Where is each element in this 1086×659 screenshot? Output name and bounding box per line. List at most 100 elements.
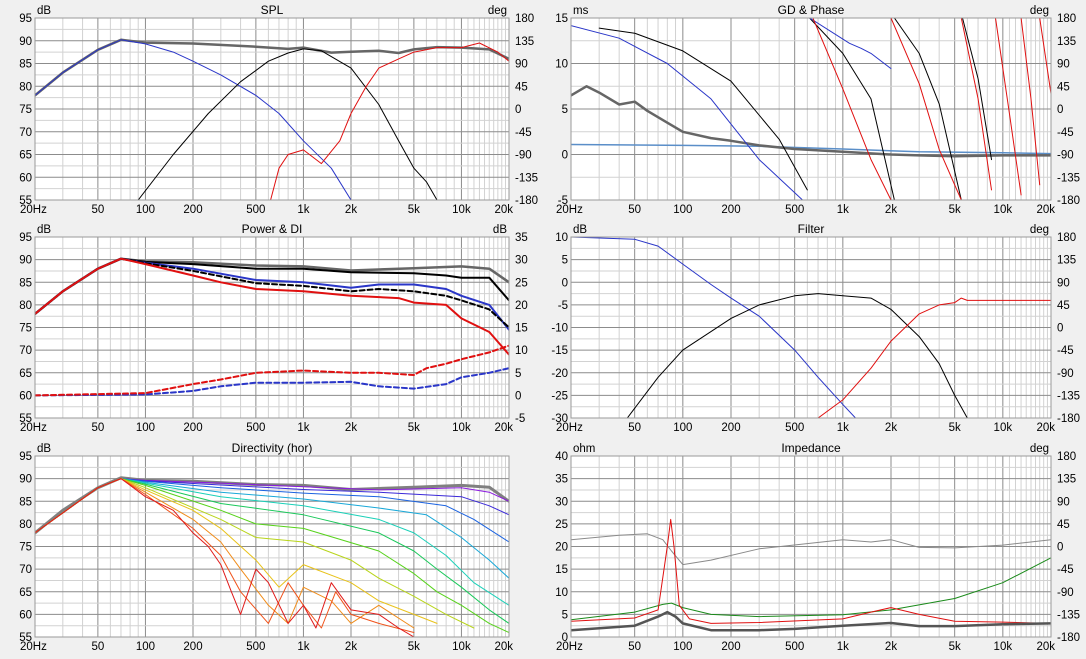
x-tick-label: 20k (494, 204, 513, 216)
x-tick-label: 5k (408, 422, 420, 434)
plot-border (570, 455, 1052, 638)
series-line-2 (571, 85, 1051, 158)
x-tick-label: 5k (408, 641, 420, 653)
x-tick-label: 200 (183, 641, 202, 653)
series-line-3 (817, 297, 1051, 418)
x-tick-label: 500 (785, 204, 804, 216)
y-tick-label: 55 (19, 195, 32, 207)
y-tick-label: 80 (19, 519, 32, 531)
x-tick-label: 20Hz (556, 422, 583, 434)
series-line-2 (35, 39, 352, 200)
y2-tick-label: 90 (515, 59, 528, 71)
x-tick-label: 100 (673, 422, 692, 434)
y2-tick-label: 0 (1057, 104, 1063, 116)
chart-title: GD & Phase (778, 3, 845, 17)
x-tick-label: 50 (628, 422, 641, 434)
y2-tick-label: 45 (1057, 300, 1070, 312)
panel-spl: SPL dB deg 55 60 65 70 75 80 85 90 95 -180 -135 -90 -45… (19, 3, 538, 216)
y-tick-label: 20 (555, 542, 568, 554)
y2-tick-label: -135 (1057, 609, 1080, 621)
y-tick-label: 40 (555, 451, 568, 463)
x-tick-label: 1k (297, 641, 309, 653)
y2-tick-label: -45 (515, 127, 532, 139)
y-tick-label: 90 (19, 474, 32, 486)
y-tick-label: 70 (19, 564, 32, 576)
series-group (571, 237, 1051, 418)
y-tick-label: 5 (562, 104, 568, 116)
y-tick-label: 75 (19, 323, 32, 335)
y-tick-label: 5 (562, 255, 568, 267)
y2-tick-label: -180 (1057, 632, 1080, 644)
x-tick-label: 2k (345, 641, 357, 653)
y-tick-label: 80 (19, 81, 32, 93)
series-group (571, 518, 1051, 632)
x-tick-label: 500 (785, 641, 804, 653)
x-tick-label: 100 (136, 641, 155, 653)
plot-border (34, 455, 510, 638)
right-axis-unit: dB (493, 224, 507, 236)
x-tick-label: 500 (246, 422, 265, 434)
x-tick-label: 50 (91, 204, 104, 216)
y2-tick-label: -90 (1057, 587, 1074, 599)
panel-gd-phase: GD & Phase ms deg -5 0 5 10 15 -180 -135 -90 -45 0 45… (555, 3, 1080, 216)
series-line-1 (571, 533, 1051, 566)
y-tick-label: -20 (551, 368, 568, 380)
series-line-5 (35, 257, 509, 356)
series-line-2 (626, 293, 968, 418)
y2-tick-label: 180 (1057, 451, 1076, 463)
y-tick-label: -30 (551, 413, 568, 425)
series-line-12 (995, 18, 1022, 196)
x-tick-label: 50 (91, 641, 104, 653)
y2-tick-label: -90 (515, 150, 532, 162)
series-group (571, 18, 1051, 200)
y-tick-label: 35 (555, 474, 568, 486)
series-line-13 (35, 478, 415, 637)
chart-title: SPL (261, 3, 284, 17)
y-tick-label: -15 (551, 345, 568, 357)
x-tick-label: 10k (994, 422, 1013, 434)
y-tick-label: -10 (551, 323, 568, 335)
x-tick-label: 2k (885, 641, 897, 653)
x-tick-label: 100 (673, 641, 692, 653)
series-line-2 (571, 557, 1051, 621)
y2-tick-label: 180 (515, 13, 534, 25)
right-axis-unit: deg (488, 5, 507, 17)
y2-tick-label: -135 (1057, 172, 1080, 184)
y2-tick-label: 35 (515, 232, 528, 244)
series-line-1 (571, 237, 856, 418)
y-tick-label: 90 (19, 36, 32, 48)
x-tick-label: 100 (136, 422, 155, 434)
x-tick-label: 10k (452, 422, 471, 434)
left-axis-unit: dB (37, 224, 51, 236)
series-line-3 (598, 27, 808, 191)
series-group (35, 257, 509, 397)
x-tick-label: 20Hz (556, 641, 583, 653)
right-axis-unit: deg (1030, 443, 1049, 455)
x-tick-label: 1k (297, 204, 309, 216)
y-tick-label: 70 (19, 127, 32, 139)
y-tick-label: 65 (19, 150, 32, 162)
series-line-4 (270, 42, 509, 200)
y2-tick-label: -135 (1057, 390, 1080, 402)
x-tick-label: 5k (949, 422, 961, 434)
plot-border (570, 17, 1052, 201)
y2-tick-label: 45 (1057, 519, 1070, 531)
y-tick-label: 95 (19, 451, 32, 463)
x-tick-label: 50 (628, 204, 641, 216)
left-axis-unit: dB (573, 224, 587, 236)
x-tick-label: 1k (837, 641, 849, 653)
series-line-12 (35, 478, 415, 633)
y2-tick-label: 10 (515, 345, 528, 357)
y-tick-label: 10 (555, 587, 568, 599)
chart-title: Impedance (781, 441, 841, 455)
y-tick-label: 75 (19, 104, 32, 116)
y2-tick-label: -180 (515, 195, 538, 207)
x-tick-label: 1k (297, 422, 309, 434)
y2-tick-label: 90 (1057, 277, 1070, 289)
chart-title: Directivity (hor) (232, 441, 313, 455)
y2-tick-label: 135 (1057, 255, 1076, 267)
y-tick-label: -25 (551, 390, 568, 402)
y-tick-label: -5 (558, 195, 568, 207)
x-tick-label: 500 (785, 422, 804, 434)
series-line-8 (809, 18, 892, 70)
